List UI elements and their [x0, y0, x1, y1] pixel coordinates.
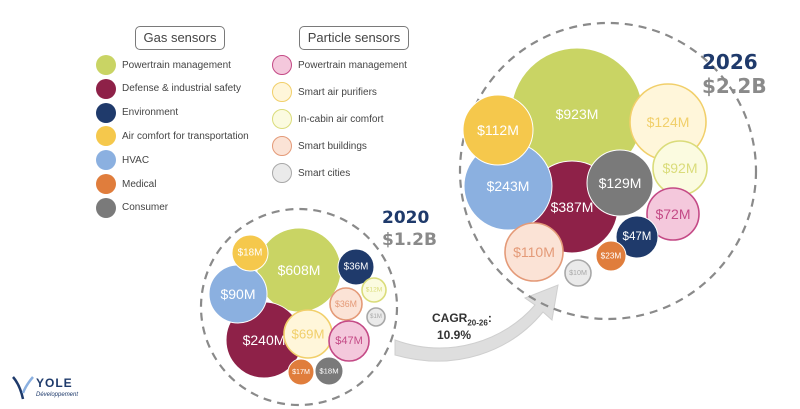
legend-item: Powertrain management: [96, 55, 231, 75]
legend-swatch: [272, 82, 292, 102]
bubble-label: $110M: [513, 244, 555, 260]
legend-swatch: [96, 174, 116, 194]
legend-label: Environment: [122, 107, 179, 119]
legend-item: Smart air purifiers: [272, 82, 377, 102]
bubble-label: $112M: [477, 122, 519, 138]
bubble-label: $1M: [370, 314, 382, 320]
bubble-label: $240M: [243, 332, 286, 348]
bubble: [595, 240, 627, 272]
bubble: [329, 287, 363, 321]
bubble: [504, 222, 564, 282]
legend-item: Powertrain management: [272, 55, 407, 75]
total-2020-label: $1.2B: [382, 230, 437, 250]
legend-label: Air comfort for transportation: [122, 130, 249, 142]
gas-sensors-legend-title: Gas sensors: [135, 26, 225, 50]
bubbles-2020: $608M $240M $90M $18M $36M $12M $36M $1M $69M $47…: [199, 207, 399, 407]
legend-swatch: [272, 109, 292, 129]
bubble-label: $923M: [556, 106, 599, 122]
legend-label: Smart air purifiers: [298, 86, 377, 98]
bubble-label: $12M: [366, 287, 383, 294]
bubble-label: $92M: [662, 160, 697, 176]
legend-swatch: [96, 102, 116, 123]
legend-swatch: [96, 55, 116, 75]
year-2020-label: 2020: [382, 208, 430, 228]
legend-label: Powertrain management: [298, 59, 407, 71]
legend-swatch: [96, 78, 116, 99]
legend-label: Consumer: [122, 202, 169, 214]
particle-sensors-legend-title: Particle sensors: [299, 26, 409, 50]
legend-label: Powertrain management: [122, 59, 231, 71]
bubble-label: $23M: [601, 252, 622, 261]
bubble-label: $36M: [344, 262, 369, 273]
bubble-label: $608M: [278, 262, 321, 278]
legend-swatch: [96, 150, 116, 171]
bubble-label: $10M: [569, 269, 587, 277]
bubble: [564, 259, 592, 287]
legend-label: HVAC: [122, 154, 150, 166]
bubble-label: $72M: [655, 206, 690, 222]
legend-swatch: [96, 126, 116, 147]
bubble-label: $17M: [292, 368, 310, 376]
legend-item: Air comfort for transportation: [96, 126, 249, 147]
legend-item: Environment: [96, 102, 179, 123]
year-2020-outline: [199, 207, 399, 407]
legend-item: Defense & industrial safety: [96, 78, 241, 99]
legend-swatch: [96, 197, 116, 218]
cagr-arrow: [394, 284, 559, 362]
bubble: [615, 215, 659, 259]
bubble-label: $129M: [599, 175, 642, 191]
bubble: [314, 356, 344, 386]
bubble: [231, 234, 269, 272]
bubble: [361, 277, 387, 303]
legend-item: Smart cities: [272, 163, 350, 183]
legend-label: Smart cities: [298, 167, 351, 179]
total-2026-label: $2.2B: [702, 74, 767, 98]
legend-swatch: [272, 163, 292, 183]
legend-label: Smart buildings: [298, 140, 367, 152]
legend-label: In-cabin air comfort: [298, 113, 384, 125]
yole-logo-icon: [12, 376, 34, 400]
bubble: [287, 358, 315, 386]
bubble-label: $69M: [292, 327, 325, 342]
bubbles-2026: $923M $387M $243M $112M $124M $129M $92M $72M$4…: [458, 21, 758, 321]
bubble-label: $124M: [647, 114, 690, 130]
legend-label: Defense & industrial safety: [122, 83, 241, 95]
logo-subtitle: Développement: [36, 392, 79, 398]
legend-item: HVAC: [96, 150, 150, 171]
bubble: [366, 307, 386, 327]
legend-item: Medical: [96, 174, 156, 194]
logo-name: YOLE: [36, 376, 73, 390]
bubble-label: $18M: [238, 248, 263, 259]
year-2026-outline: [458, 21, 758, 321]
bubble: [646, 187, 700, 241]
legend-swatch: [272, 55, 292, 75]
legend-swatch: [272, 136, 292, 156]
legend-item: Consumer: [96, 197, 169, 218]
bubble-label: $18M: [319, 367, 338, 376]
bubble-label: $387M: [551, 199, 594, 215]
bubble-label: $90M: [220, 286, 255, 302]
bubble-label: $243M: [487, 178, 530, 194]
legend-label: Medical: [122, 178, 157, 190]
bubble-label: $47M: [623, 231, 652, 243]
year-2026-label: 2026: [702, 50, 758, 74]
bubble-label: $47M: [335, 335, 363, 347]
cagr-value: 10.9%: [437, 328, 472, 342]
bubble-label: $36M: [335, 299, 357, 309]
bubble: [586, 149, 654, 217]
bubble: [462, 94, 534, 166]
bubble: [337, 248, 375, 286]
bubble: [328, 320, 370, 362]
legend-item: Smart buildings: [272, 136, 367, 156]
legend-item: In-cabin air comfort: [272, 109, 384, 129]
cagr-label: CAGR20-26:: [432, 311, 492, 328]
